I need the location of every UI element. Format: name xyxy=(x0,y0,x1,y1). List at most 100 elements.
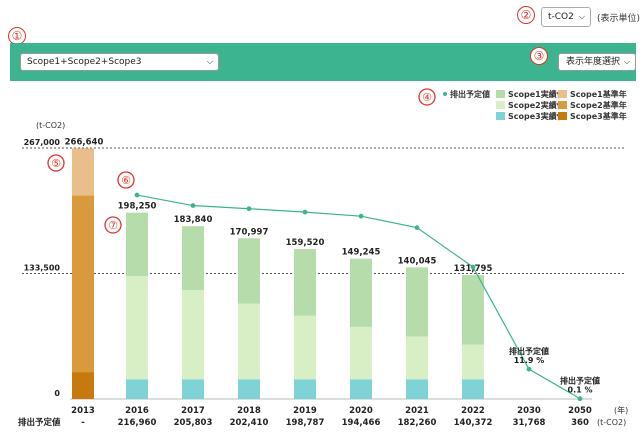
chevron-down-icon: ⌵ xyxy=(206,57,213,66)
base-bar-scope1 xyxy=(72,148,94,196)
unit-caption: (表示単位) xyxy=(597,14,641,24)
annotation-badge-5: ⑤ xyxy=(51,157,61,170)
row-unit-label: (t-CO2) xyxy=(597,418,626,427)
planned-annotation-percent-2050: 0.1 % xyxy=(568,386,593,395)
annotation-badge-5-ring xyxy=(47,154,65,172)
top-controls: ② t-CO2 ⌵ (表示単位) xyxy=(0,0,644,32)
x-tick-label-2030: 2030 xyxy=(517,406,541,416)
annotation-badge-6: ⑥ xyxy=(121,174,131,187)
bar-total-label-2021: 140,045 xyxy=(398,256,437,266)
x-tick-label-2018: 2018 xyxy=(237,406,261,416)
x-tick-label-2019: 2019 xyxy=(293,406,317,416)
bar-total-label-2022: 131,795 xyxy=(454,264,493,274)
bar-scope3-actual-2019 xyxy=(294,379,316,399)
bar-scope2-actual-2022 xyxy=(462,344,484,380)
legend-label: Scope1実績値 xyxy=(508,89,565,99)
legend-swatch xyxy=(496,101,505,109)
legend-label: Scope3実績値 xyxy=(508,111,565,121)
bar-total-label-2019: 159,520 xyxy=(286,238,325,248)
scope-select[interactable]: Scope1+Scope2+Scope3 ⌵ xyxy=(20,53,219,71)
planned-row-value-2017: 205,803 xyxy=(174,418,213,428)
planned-point-2050 xyxy=(577,396,583,402)
legend-label: Scope1基準年 xyxy=(570,89,627,99)
y-tick-label: 267,000 xyxy=(24,138,61,147)
unit-select-value: t-CO2 xyxy=(548,12,574,22)
x-tick-label-2020: 2020 xyxy=(349,406,373,416)
legend-marker-planned xyxy=(443,92,447,96)
bar-scope2-actual-2017 xyxy=(182,290,204,380)
y-tick-label: 133,500 xyxy=(24,264,61,273)
planned-row-value-2021: 182,260 xyxy=(398,418,437,428)
planned-annotation-percent-2030: 11.9 % xyxy=(514,356,545,365)
year-select[interactable]: 表示年度選択 ⌵ xyxy=(558,53,636,71)
legend-swatch xyxy=(558,112,567,120)
legend-label: Scope3基準年 xyxy=(570,111,627,121)
annotation-badge-2: ② xyxy=(517,6,535,24)
y-unit-label: (t-CO2) xyxy=(36,121,65,130)
planned-point-2022 xyxy=(470,264,476,270)
annotation-badge-4: ④ xyxy=(422,91,432,104)
planned-annotation-title-2050: 排出予定値 xyxy=(560,376,600,386)
planned-point-2020 xyxy=(358,213,364,219)
bar-scope2-actual-2019 xyxy=(294,315,316,380)
annotation-badge-3: ③ xyxy=(530,47,548,65)
annotation-badge-6-ring xyxy=(117,171,135,189)
planned-row-value-2050: 360 xyxy=(571,418,589,428)
year-select-label: 表示年度選択 xyxy=(566,57,621,67)
planned-row-value-2022: 140,372 xyxy=(454,418,493,428)
x-tick-label-2050: 2050 xyxy=(568,406,592,416)
base-bar-scope2 xyxy=(72,195,94,373)
legend-swatch xyxy=(496,90,505,98)
planned-point-2016 xyxy=(134,192,140,198)
legend-swatch xyxy=(558,90,567,98)
legend-label: 排出予定値 xyxy=(450,89,490,99)
bar-scope1-actual-2020 xyxy=(350,258,372,327)
planned-row-label: 排出予定値 xyxy=(18,417,61,428)
planned-row-value-2019: 198,787 xyxy=(286,418,325,428)
bar-total-label-2020: 149,245 xyxy=(342,248,381,258)
unit-select[interactable]: t-CO2 ⌵ xyxy=(541,7,591,27)
bar-scope1-actual-2019 xyxy=(294,249,316,316)
legend-label: Scope2基準年 xyxy=(570,100,627,110)
planned-annotation-title-2030: 排出予定値 xyxy=(509,346,549,356)
bar-scope3-actual-2022 xyxy=(462,379,484,399)
bar-scope3-actual-2016 xyxy=(126,379,148,399)
annotation-badge-7: ⑦ xyxy=(108,219,118,232)
bar-scope1-actual-2021 xyxy=(406,267,428,337)
bar-scope2-actual-2020 xyxy=(350,326,372,380)
legend-swatch xyxy=(558,101,567,109)
legend-label: Scope2実績値 xyxy=(508,100,565,110)
bar-scope1-actual-2017 xyxy=(182,226,204,291)
bar-scope1-actual-2022 xyxy=(462,275,484,345)
planned-point-2021 xyxy=(414,225,420,231)
base-bar-total-label: 266,640 xyxy=(65,137,104,147)
planned-row-value-2030: 31,768 xyxy=(513,418,546,428)
bar-scope1-actual-2018 xyxy=(238,238,260,304)
x-tick-label-2017: 2017 xyxy=(181,406,205,416)
y-tick-label: 0 xyxy=(54,389,60,398)
bar-scope3-actual-2020 xyxy=(350,379,372,399)
bar-scope2-actual-2018 xyxy=(238,303,260,380)
x-tick-label-2016: 2016 xyxy=(125,406,149,416)
planned-point-2018 xyxy=(246,206,252,212)
legend-swatch xyxy=(496,112,505,120)
annotation-badge-4-ring xyxy=(418,88,436,106)
x-tick-label-2013: 2013 xyxy=(71,406,95,416)
chevron-down-icon: ⌵ xyxy=(578,12,585,21)
chevron-down-icon: ⌵ xyxy=(623,57,630,66)
annotation-badge-7-ring xyxy=(104,216,122,234)
bar-scope3-actual-2018 xyxy=(238,379,260,399)
planned-row-value-2013: - xyxy=(81,418,85,428)
planned-row-value-2016: 216,960 xyxy=(118,418,157,428)
bar-scope2-actual-2016 xyxy=(126,276,148,380)
bar-scope3-actual-2017 xyxy=(182,379,204,399)
x-tick-label-2021: 2021 xyxy=(405,406,429,416)
bar-total-label-2016: 198,250 xyxy=(118,202,157,212)
planned-row-value-2020: 194,466 xyxy=(342,418,381,428)
planned-point-2019 xyxy=(302,209,308,215)
bar-scope3-actual-2021 xyxy=(406,379,428,399)
filter-bar: Scope1+Scope2+Scope3 ⌵ ③ 表示年度選択 ⌵ xyxy=(10,43,636,81)
bar-scope2-actual-2021 xyxy=(406,336,428,380)
bar-total-label-2017: 183,840 xyxy=(174,215,213,225)
bar-total-label-2018: 170,997 xyxy=(230,227,269,237)
